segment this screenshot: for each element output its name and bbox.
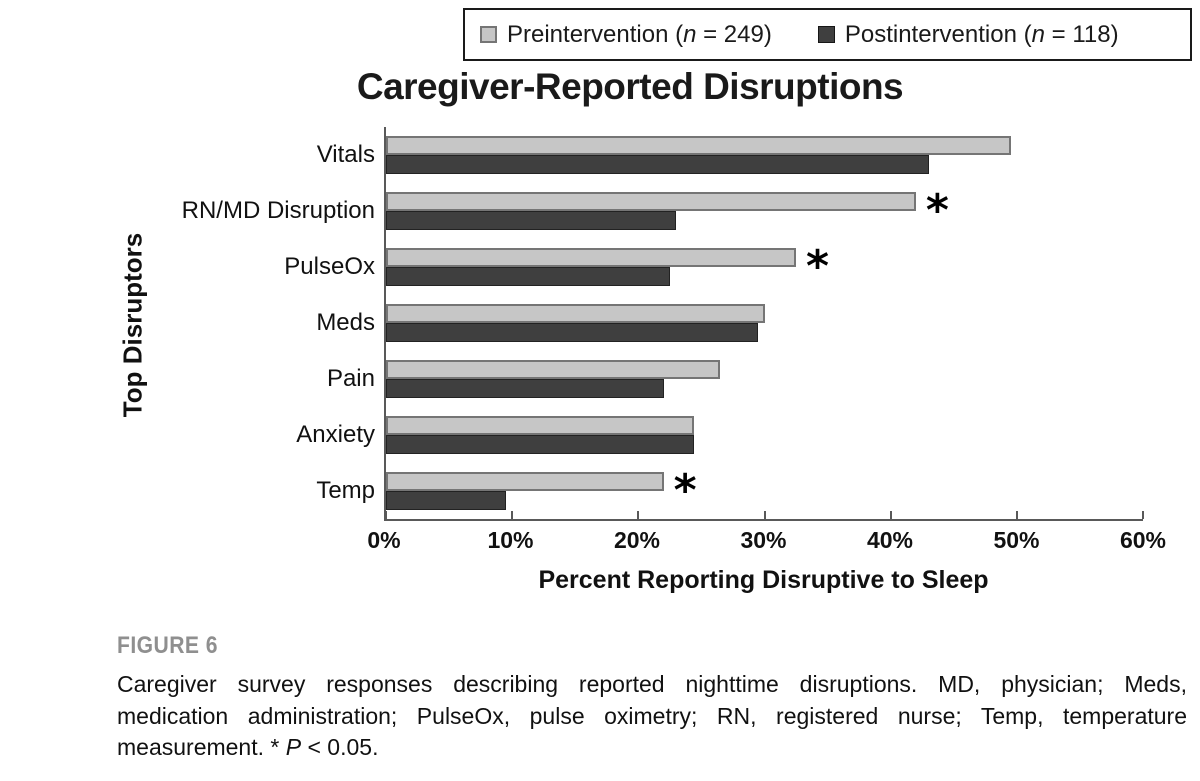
bar-preintervention — [386, 304, 765, 323]
bar-pair — [386, 416, 1143, 454]
bar-postintervention — [386, 323, 759, 342]
bar-pair: * — [386, 188, 1143, 232]
preintervention-bar-line — [386, 416, 1143, 435]
legend-label-preintervention: Preintervention (n = 249) — [507, 20, 772, 48]
chart-row-anxiety: Anxiety — [296, 407, 1143, 463]
bar-pair — [386, 136, 1143, 174]
postintervention-bar-line — [386, 491, 1143, 510]
legend-item-preintervention: Preintervention (n = 249) — [480, 21, 772, 49]
chart-row-meds: Meds — [316, 295, 1143, 351]
bar-preintervention — [386, 360, 721, 379]
chart-row-vitals: Vitals — [317, 127, 1143, 183]
category-label: Temp — [316, 477, 375, 504]
bar-postintervention — [386, 211, 677, 230]
chart-legend: Preintervention (n = 249) Postinterventi… — [463, 8, 1192, 61]
bar-postintervention — [386, 155, 929, 174]
category-label: PulseOx — [284, 253, 375, 280]
x-tick-mark — [1142, 511, 1144, 519]
x-tick-label: 60% — [1119, 527, 1167, 553]
chart-row-pulseox: PulseOx * — [284, 239, 1143, 295]
postintervention-bar-line — [386, 323, 1143, 342]
x-axis-title: Percent Reporting Disruptive to Sleep — [538, 566, 989, 594]
bar-preintervention — [386, 136, 1011, 155]
postintervention-bar-line — [386, 435, 1143, 454]
bar-postintervention — [386, 379, 664, 398]
bar-pair: * — [386, 468, 1143, 512]
x-tick-mark — [1015, 511, 1018, 519]
chart-title: Caregiver-Reported Disruptions — [356, 66, 904, 107]
bar-preintervention — [386, 192, 916, 211]
bar-pair — [386, 304, 1143, 342]
x-tick-label: 50% — [993, 527, 1040, 553]
postintervention-swatch-icon — [817, 26, 835, 43]
category-label: Anxiety — [296, 421, 375, 448]
postintervention-bar-line — [386, 211, 1143, 230]
bar-pair: * — [386, 244, 1143, 288]
bar-postintervention — [386, 435, 694, 454]
postintervention-bar-line — [386, 267, 1143, 286]
x-tick-mark — [889, 511, 892, 519]
bar-pair — [386, 360, 1143, 398]
x-tick-label: 20% — [613, 527, 661, 553]
y-axis-title: Top Disruptors — [117, 232, 148, 418]
bar-rows: Vitals RN/MD Disruption * PulseOx * Meds Pain A… — [182, 127, 1143, 519]
x-tick-mark — [637, 511, 640, 519]
legend-label-postintervention: Postintervention (n = 118) — [844, 20, 1119, 48]
chart-row-temp: Temp * — [316, 463, 1143, 519]
bar-preintervention — [386, 472, 664, 491]
bar-postintervention — [386, 267, 670, 286]
preintervention-bar-line: * — [386, 468, 1143, 512]
preintervention-bar-line: * — [386, 244, 1143, 288]
preintervention-swatch-icon — [480, 26, 497, 43]
bar-preintervention — [386, 416, 694, 435]
bar-preintervention — [386, 248, 797, 267]
preintervention-bar-line: * — [386, 188, 1143, 232]
x-tick-mark — [763, 511, 766, 519]
postintervention-bar-line — [386, 155, 1143, 174]
category-label: Meds — [316, 309, 375, 336]
x-tick-label: 0% — [367, 527, 401, 553]
preintervention-bar-line — [386, 360, 1143, 379]
plot-area: Vitals RN/MD Disruption * PulseOx * Meds Pain A… — [182, 127, 1144, 521]
preintervention-bar-line — [386, 304, 1143, 323]
figure-caption: FIGURE 6 Caregiver survey responses desc… — [117, 632, 1187, 764]
category-label: RN/MD Disruption — [181, 197, 375, 224]
bar-postintervention — [386, 491, 506, 510]
x-tick-label: 30% — [740, 527, 787, 553]
x-axis-tick-labels: 0% 10% 20% 30% 40% 50% 60% — [367, 527, 1166, 555]
x-tick-label: 40% — [866, 527, 914, 553]
caption-text: Caregiver survey responses describing re… — [117, 669, 1187, 764]
postintervention-bar-line — [386, 379, 1143, 398]
category-label: Vitals — [316, 141, 375, 168]
x-tick-mark — [511, 511, 514, 519]
figure-label: FIGURE 6 — [117, 632, 218, 659]
chart-row-pain: Pain — [327, 351, 1143, 407]
chart-row-rn-md-disruption: RN/MD Disruption * — [182, 183, 1143, 239]
x-tick-mark — [385, 511, 387, 519]
x-tick-label: 10% — [487, 527, 534, 553]
preintervention-bar-line — [386, 136, 1143, 155]
caption-line-2: medication administration; PulseOx, puls… — [117, 702, 1187, 729]
caption-line-3: measurement. * P < 0.05. — [117, 734, 379, 760]
caption-line-1: Caregiver survey responses describing re… — [117, 671, 1187, 697]
legend-item-postintervention: Postintervention (n = 118) — [817, 20, 1119, 49]
category-label: Pain — [326, 365, 375, 392]
